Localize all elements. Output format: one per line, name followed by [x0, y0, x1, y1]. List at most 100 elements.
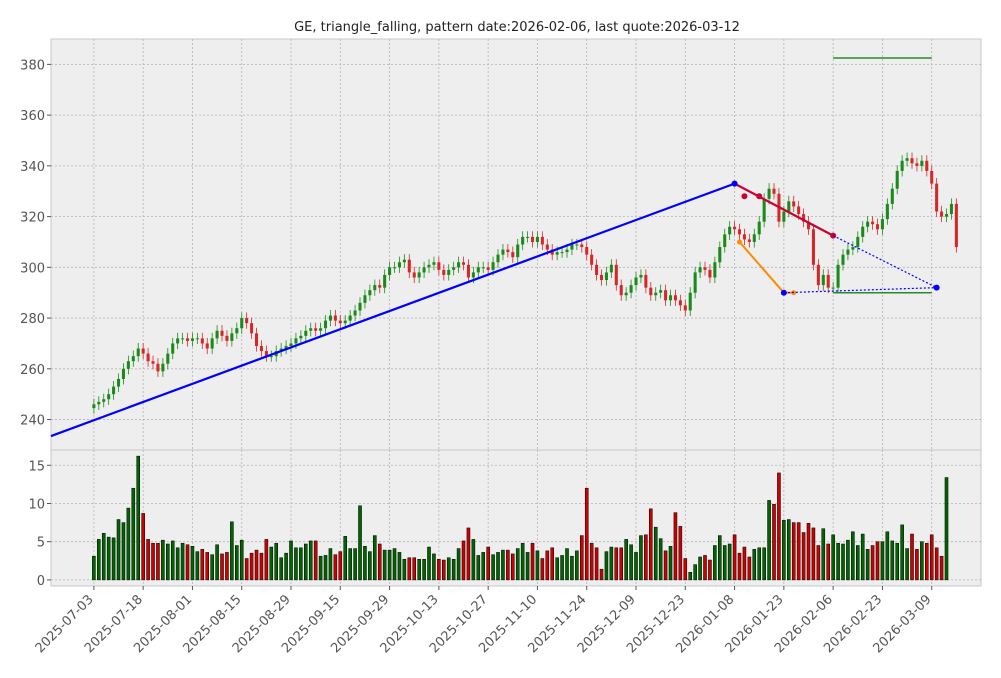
candle-body	[595, 264, 599, 275]
volume-bar	[382, 549, 387, 581]
projection-line-upper	[832, 235, 937, 289]
volume-bar	[831, 534, 835, 581]
candle-body	[654, 292, 658, 296]
volume-bar	[397, 552, 402, 581]
candle-body	[402, 259, 406, 263]
candle-body	[742, 234, 746, 240]
candle-body	[590, 254, 594, 265]
volume-bar	[752, 549, 757, 581]
volume-bar	[239, 539, 244, 581]
candle-body	[678, 300, 682, 306]
volume-bar	[698, 556, 702, 581]
candle-body	[693, 272, 697, 293]
candle-body	[304, 330, 308, 336]
volume-bar	[294, 547, 298, 581]
candle-body	[481, 267, 485, 269]
candle-body	[392, 267, 397, 269]
volume-bar	[368, 551, 372, 581]
volume-tick-label: 10	[28, 497, 45, 512]
candle-body	[797, 206, 801, 215]
candle-body	[452, 267, 456, 270]
candle-body	[210, 338, 214, 349]
volume-bar	[678, 526, 683, 581]
candle-body	[353, 310, 357, 316]
volume-bar	[737, 552, 742, 581]
candle-body	[954, 203, 958, 248]
price-tick-label: 300	[20, 261, 45, 276]
candle-body	[575, 244, 579, 246]
volume-bar	[284, 552, 288, 581]
candle-body	[861, 226, 865, 237]
volume-bar	[525, 552, 530, 581]
volume-bar	[688, 571, 692, 581]
candle-body	[368, 290, 372, 296]
candle-body	[447, 269, 451, 275]
volume-bar	[851, 531, 855, 581]
volume-bar	[718, 535, 722, 581]
volume-bar	[131, 487, 136, 581]
volume-bar	[343, 536, 348, 581]
volume-bar	[747, 556, 752, 581]
candle-body	[97, 401, 101, 405]
candle-body	[920, 160, 924, 166]
volume-bar	[166, 543, 170, 581]
candle-body	[585, 247, 589, 255]
candle-body	[348, 315, 352, 321]
volume-bar	[387, 549, 392, 581]
volume-bar	[599, 568, 604, 581]
candle-body	[259, 345, 263, 352]
volume-bar	[175, 547, 180, 581]
candle-body	[486, 267, 490, 270]
candle-body	[772, 188, 776, 194]
candle-body	[432, 262, 436, 265]
volume-bar	[402, 559, 407, 581]
candle-body	[555, 252, 559, 255]
chart-title: GE, triangle_falling, pattern date:2026-…	[294, 20, 740, 35]
candle-body	[338, 320, 342, 324]
volume-bar	[683, 558, 688, 581]
volume-bar	[215, 544, 219, 581]
candle-body	[314, 328, 318, 331]
volume-bar	[244, 558, 249, 581]
candle-body	[289, 343, 293, 346]
candle-body	[619, 285, 623, 296]
candle-body	[885, 203, 889, 220]
volume-bar	[806, 523, 811, 581]
candle-body	[915, 163, 919, 166]
volume-bar	[584, 487, 589, 581]
candle-body	[92, 404, 96, 409]
volume-tick-label: 0	[37, 574, 45, 589]
candle-body	[254, 333, 259, 346]
candle-body	[949, 203, 953, 215]
volume-bar	[629, 544, 633, 581]
candle-body	[442, 269, 446, 275]
volume-bar	[934, 547, 939, 581]
candle-body	[688, 292, 692, 311]
volume-bar	[205, 552, 210, 581]
candle-body	[757, 221, 761, 235]
pattern-overlays	[50, 57, 940, 438]
candle-body	[461, 262, 466, 265]
volume-bar	[249, 552, 254, 581]
volume-bar	[210, 554, 214, 581]
candle-body	[107, 394, 111, 400]
blue-line-point	[780, 289, 787, 296]
candle-body	[664, 290, 668, 301]
volume-bar	[230, 521, 234, 581]
volume-bar	[634, 552, 638, 581]
candle-body	[545, 244, 549, 250]
candle-body	[383, 274, 387, 288]
volume-bar	[313, 540, 318, 581]
candle-body	[427, 264, 431, 268]
volume-bar	[663, 550, 668, 581]
candle-body	[264, 351, 268, 357]
volume-bar	[136, 455, 141, 581]
volume-bar	[619, 547, 624, 581]
volume-bar	[796, 522, 801, 581]
volume-bar	[373, 535, 377, 581]
volume-bar	[358, 505, 362, 581]
volume-bar	[885, 531, 890, 581]
price-panel	[50, 38, 982, 451]
volume-bar	[274, 542, 279, 581]
candle-body	[126, 361, 130, 369]
